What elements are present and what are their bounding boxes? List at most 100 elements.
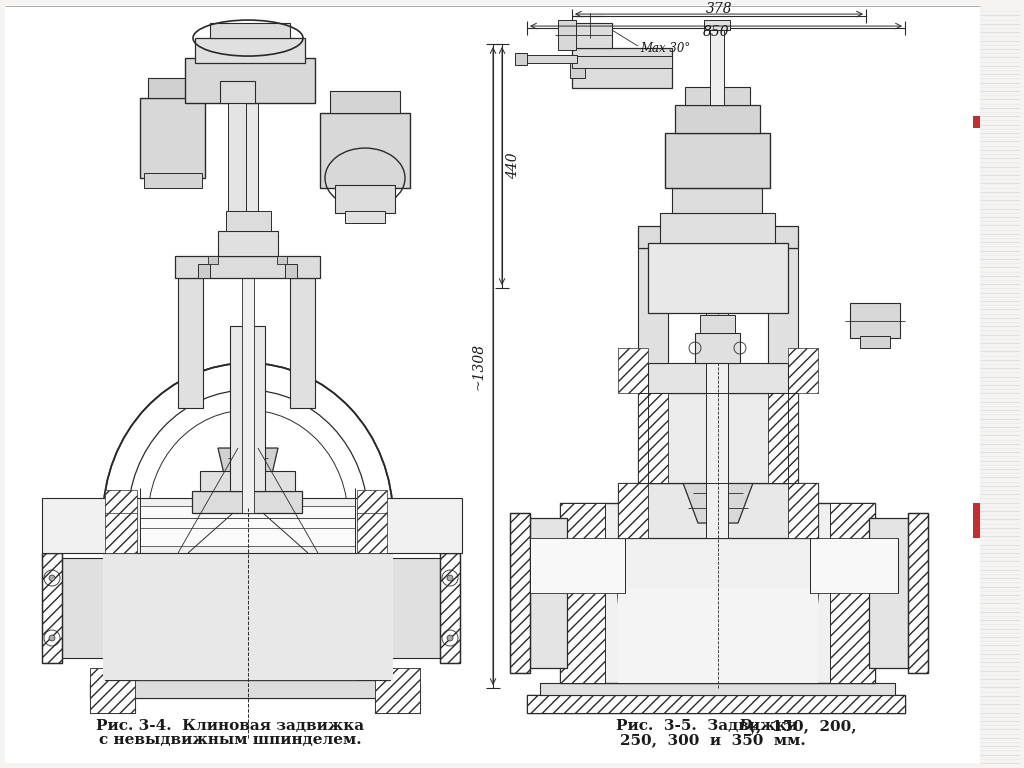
Text: ~1308: ~1308 bbox=[472, 343, 486, 389]
Bar bbox=[218, 231, 278, 256]
Bar bbox=[665, 133, 770, 188]
Bar bbox=[140, 506, 355, 546]
Bar bbox=[148, 78, 198, 98]
Bar bbox=[570, 58, 585, 78]
Bar bbox=[638, 393, 668, 483]
Bar bbox=[695, 333, 740, 363]
Bar bbox=[618, 483, 648, 538]
Bar bbox=[140, 540, 355, 680]
Text: Мах 30°: Мах 30° bbox=[640, 41, 690, 55]
Bar bbox=[42, 498, 462, 553]
Bar bbox=[105, 513, 137, 553]
Bar bbox=[375, 683, 420, 713]
Bar bbox=[522, 55, 577, 63]
Bar bbox=[175, 256, 319, 278]
Text: у: у bbox=[749, 723, 756, 734]
Circle shape bbox=[49, 635, 55, 641]
Text: с невыдвижным шпинделем.: с невыдвижным шпинделем. bbox=[98, 733, 361, 747]
Bar bbox=[319, 113, 410, 188]
Bar bbox=[527, 695, 905, 713]
Bar bbox=[973, 503, 980, 538]
Bar bbox=[788, 483, 818, 538]
Bar bbox=[648, 243, 788, 313]
Bar bbox=[705, 20, 730, 30]
Bar bbox=[375, 668, 420, 713]
Bar bbox=[355, 515, 390, 680]
Bar bbox=[55, 558, 110, 658]
Bar bbox=[850, 303, 900, 338]
Bar bbox=[788, 348, 818, 393]
Bar bbox=[105, 515, 390, 680]
Bar bbox=[238, 101, 258, 211]
Bar bbox=[572, 48, 672, 88]
Polygon shape bbox=[683, 483, 753, 523]
Bar bbox=[869, 518, 909, 668]
Bar bbox=[335, 185, 395, 213]
Bar bbox=[618, 588, 818, 683]
Bar bbox=[530, 538, 625, 593]
Bar bbox=[210, 23, 290, 38]
Bar bbox=[618, 483, 818, 538]
Circle shape bbox=[49, 575, 55, 581]
Bar bbox=[572, 56, 672, 68]
Bar bbox=[198, 264, 210, 278]
Bar bbox=[90, 680, 410, 698]
Bar bbox=[860, 336, 890, 348]
Bar bbox=[103, 508, 135, 538]
Bar bbox=[648, 363, 788, 393]
Bar bbox=[185, 58, 315, 103]
Bar bbox=[242, 163, 254, 513]
Text: ,  150,  200,: , 150, 200, bbox=[756, 719, 857, 733]
Bar bbox=[908, 513, 928, 673]
Bar bbox=[527, 695, 905, 713]
Bar bbox=[558, 20, 575, 50]
Text: 378: 378 bbox=[706, 2, 732, 16]
Bar bbox=[193, 491, 302, 513]
Polygon shape bbox=[103, 518, 393, 680]
Text: 440: 440 bbox=[506, 153, 520, 180]
Bar bbox=[195, 38, 305, 63]
Bar bbox=[675, 105, 760, 133]
Bar bbox=[228, 101, 246, 211]
Bar bbox=[357, 513, 387, 553]
Text: Рис.  3-5.  Задвижки: Рис. 3-5. Задвижки bbox=[616, 719, 803, 733]
Bar bbox=[660, 213, 775, 243]
Bar bbox=[638, 248, 668, 363]
Polygon shape bbox=[90, 683, 410, 698]
Bar bbox=[540, 683, 895, 695]
Bar bbox=[685, 87, 750, 105]
Bar bbox=[706, 138, 728, 538]
Bar bbox=[768, 248, 798, 363]
Circle shape bbox=[447, 575, 453, 581]
Bar bbox=[560, 503, 874, 683]
Text: 250,  300  и  350  мм.: 250, 300 и 350 мм. bbox=[620, 733, 806, 747]
Bar bbox=[42, 553, 62, 663]
Bar bbox=[515, 53, 527, 65]
Bar bbox=[510, 513, 530, 673]
Bar bbox=[345, 211, 385, 223]
Circle shape bbox=[447, 635, 453, 641]
Text: Рис. 3-4.  Клиновая задвижка: Рис. 3-4. Клиновая задвижка bbox=[96, 719, 365, 733]
Bar bbox=[220, 81, 255, 103]
Text: 850: 850 bbox=[702, 25, 729, 39]
Bar bbox=[105, 490, 137, 515]
Bar bbox=[290, 278, 315, 408]
Bar bbox=[280, 618, 335, 673]
Bar bbox=[560, 503, 605, 683]
Polygon shape bbox=[218, 448, 278, 513]
Bar bbox=[672, 188, 762, 213]
Bar bbox=[162, 618, 217, 673]
Bar bbox=[285, 264, 297, 278]
Bar bbox=[357, 490, 387, 515]
Bar bbox=[330, 91, 400, 113]
Bar bbox=[638, 226, 798, 248]
Bar bbox=[278, 256, 287, 264]
Bar bbox=[390, 558, 445, 658]
Text: D: D bbox=[738, 719, 752, 733]
Bar bbox=[973, 116, 980, 128]
Bar bbox=[178, 278, 203, 408]
Bar bbox=[527, 518, 567, 668]
Bar bbox=[830, 503, 874, 683]
Bar bbox=[230, 326, 265, 491]
Bar bbox=[710, 25, 724, 105]
